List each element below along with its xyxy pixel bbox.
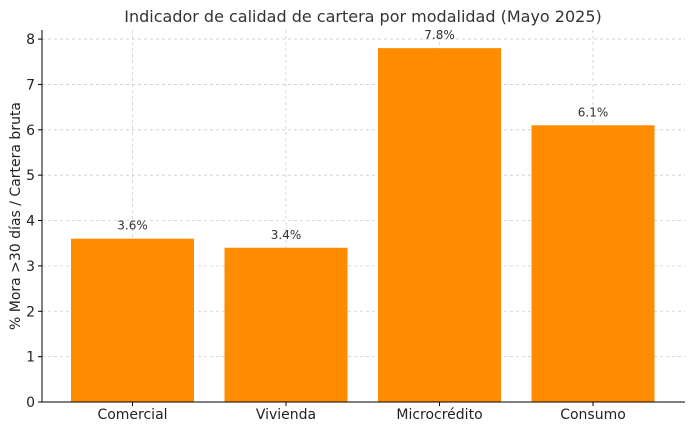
y-tick-label: 0 (26, 395, 35, 411)
y-tick-label: 6 (26, 123, 35, 139)
y-axis-label: % Mora >30 días / Cartera bruta (8, 102, 24, 330)
y-tick-label: 4 (26, 214, 35, 230)
y-tick-labels: 0 1 2 3 4 5 6 7 8 (26, 32, 35, 411)
data-label: 3.6% (117, 219, 148, 233)
bar-comercial (71, 238, 194, 402)
data-label: 6.1% (578, 105, 609, 119)
bar-consumo (531, 125, 655, 402)
axes (38, 30, 685, 406)
x-tick-label: Vivienda (256, 407, 316, 423)
data-label: 7.8% (424, 28, 455, 42)
y-tick-label: 5 (26, 168, 35, 184)
y-tick-label: 2 (26, 304, 35, 320)
y-tick-label: 3 (26, 259, 35, 275)
x-tick-label: Comercial (97, 407, 167, 423)
chart-title: Indicador de calidad de cartera por moda… (124, 7, 602, 26)
y-tick-label: 7 (26, 77, 35, 93)
bars (71, 48, 655, 403)
bar-microcrédito (378, 48, 501, 403)
data-label: 3.4% (271, 228, 302, 242)
x-tick-label: Microcrédito (396, 407, 482, 423)
x-tick-label: Consumo (560, 407, 626, 423)
x-tick-labels: Comercial Vivienda Microcrédito Consumo (97, 407, 625, 423)
y-tick-label: 1 (26, 350, 35, 366)
data-labels: 3.6% 3.4% 7.8% 6.1% (117, 28, 608, 242)
y-tick-label: 8 (26, 32, 35, 48)
bar-vivienda (224, 247, 348, 402)
